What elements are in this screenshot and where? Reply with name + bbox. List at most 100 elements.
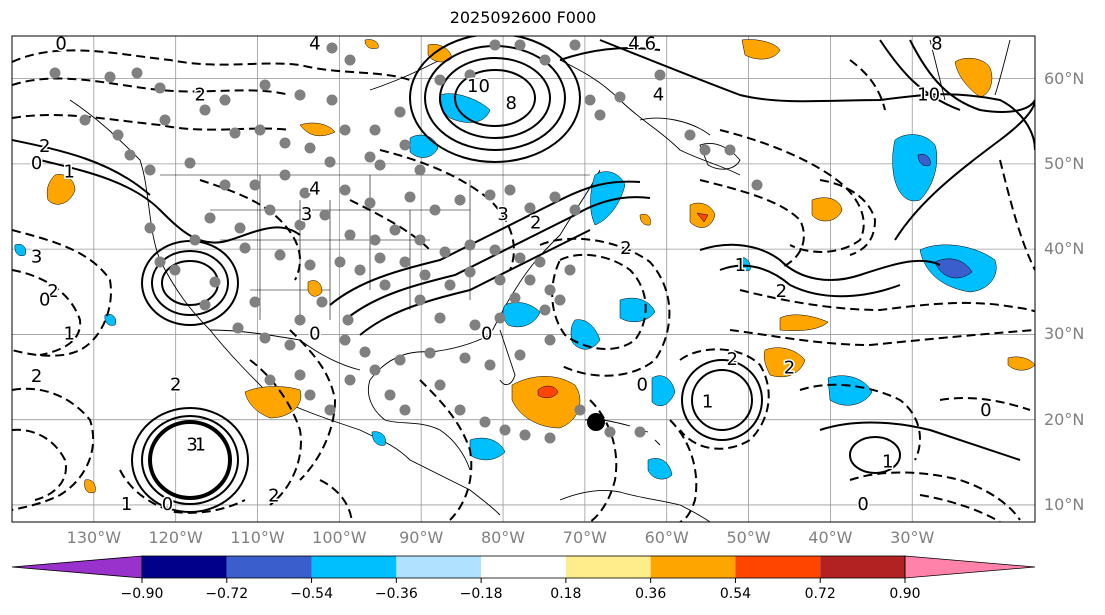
colorbar-extend-high — [904, 555, 1036, 579]
station-dot — [299, 187, 311, 199]
station-dot — [594, 109, 606, 121]
contour-label: 2 — [39, 136, 50, 157]
station-dot — [342, 314, 354, 326]
station-dot — [249, 179, 261, 191]
station-dot — [464, 266, 476, 278]
contour-label: 1 — [735, 255, 746, 276]
contour-label: 3 — [31, 247, 42, 268]
colorbar-segment — [735, 556, 821, 578]
station-dot — [514, 39, 526, 51]
station-dot — [554, 294, 566, 306]
station-dot — [209, 276, 221, 288]
contour-label: 2 — [195, 85, 206, 106]
colorbar-tick-label: 0.18 — [550, 586, 582, 602]
station-dot — [684, 129, 696, 141]
colorbar-tick-label: 0.36 — [635, 586, 667, 602]
colorbar-tick-label: −0.36 — [374, 586, 418, 602]
contour-label: 1 — [121, 494, 132, 515]
contour-label: 10 — [467, 76, 490, 97]
station-dot — [104, 71, 116, 83]
contour-label: 8 — [931, 34, 942, 55]
station-dot — [459, 352, 471, 364]
station-dot — [232, 322, 244, 334]
station-dot — [429, 204, 441, 216]
map-frame — [11, 35, 1036, 523]
latitude-label: 40°N — [1044, 239, 1085, 259]
station-dot — [359, 346, 371, 358]
station-dot — [484, 359, 496, 371]
colorbar-segment — [820, 556, 905, 578]
station-dot — [584, 94, 596, 106]
station-dot — [324, 404, 336, 416]
station-dot — [499, 424, 511, 436]
contour-label: 1 — [702, 392, 713, 413]
contour-label: 4 — [309, 34, 320, 55]
station-dot — [569, 204, 581, 216]
station-dot — [374, 252, 386, 264]
station-dot — [124, 149, 136, 161]
station-dot — [574, 404, 586, 416]
longitude-label: 50°W — [726, 528, 771, 547]
contour-label: 1 — [195, 434, 206, 455]
station-dot — [549, 191, 561, 203]
contour-label: 2 — [47, 281, 58, 302]
station-dot — [434, 74, 446, 86]
contour-label: 2 — [268, 485, 279, 506]
station-dot — [294, 369, 306, 381]
station-dot — [489, 39, 501, 51]
station-dot — [479, 416, 491, 428]
map-title: 2025092600 F000 — [449, 8, 597, 27]
station-dot — [316, 296, 328, 308]
station-dot — [219, 179, 231, 191]
station-dot — [144, 164, 156, 176]
colorbar-segment — [226, 556, 312, 578]
latitude-label: 10°N — [1044, 494, 1085, 514]
contour-label: 4 — [628, 34, 639, 55]
station-dot — [249, 296, 261, 308]
station-dot — [514, 252, 526, 264]
station-dot — [131, 67, 143, 79]
station-dot — [279, 169, 291, 181]
station-dot — [239, 242, 251, 254]
station-dot — [414, 234, 426, 246]
station-dot — [254, 124, 266, 136]
station-dot — [169, 264, 181, 276]
colorbar-tick-label: −0.54 — [290, 586, 333, 602]
longitude-label: 130°W — [66, 528, 122, 547]
station-dot — [199, 299, 211, 311]
colorbar-segment — [481, 556, 566, 578]
station-dot — [544, 284, 556, 296]
contour-label: 6 — [645, 34, 656, 55]
contour-label: 0 — [31, 153, 42, 174]
colorbar-tick-label: −0.18 — [459, 586, 503, 602]
station-dot — [654, 69, 666, 81]
station-dot — [189, 234, 201, 246]
station-dot — [614, 91, 626, 103]
station-dot — [434, 312, 446, 324]
station-dot — [751, 179, 763, 191]
contour-label: 0 — [55, 34, 66, 55]
station-dot — [514, 349, 526, 361]
station-dot — [79, 114, 91, 126]
colorbar-segment — [311, 556, 397, 578]
colorbar-extend-low — [11, 555, 143, 579]
station-dot — [389, 224, 401, 236]
station-dot — [464, 239, 476, 251]
station-dot — [304, 142, 316, 154]
colorbar-tick-label: 0.72 — [804, 586, 836, 602]
contour-label: 2 — [620, 238, 631, 259]
station-dot — [519, 429, 531, 441]
station-dot — [394, 354, 406, 366]
station-dot — [414, 294, 426, 306]
station-dot — [524, 274, 536, 286]
station-dot — [344, 54, 356, 66]
station-dot — [379, 279, 391, 291]
colorbar-segment — [142, 556, 227, 578]
station-dot — [234, 222, 246, 234]
highlight-marker — [587, 413, 605, 431]
contour-label: 2 — [31, 366, 42, 387]
station-dot — [326, 42, 338, 54]
longitude-label: 60°W — [644, 528, 689, 547]
latitude-label: 60°N — [1044, 68, 1085, 88]
station-dot — [369, 364, 381, 376]
